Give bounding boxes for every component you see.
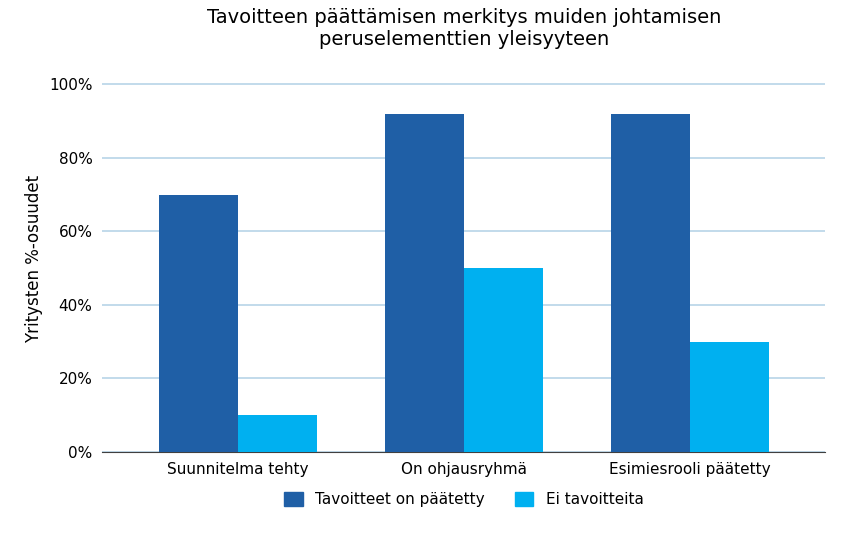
Legend: Tavoitteet on päätetty, Ei tavoitteita: Tavoitteet on päätetty, Ei tavoitteita xyxy=(278,487,649,514)
Bar xyxy=(158,195,237,452)
Bar xyxy=(237,415,317,452)
Y-axis label: Yritysten %-osuudet: Yritysten %-osuudet xyxy=(26,175,43,343)
Bar xyxy=(464,268,543,452)
Bar xyxy=(385,114,464,452)
Title: Tavoitteen päättämisen merkitys muiden johtamisen
peruselementtien yleisyyteen: Tavoitteen päättämisen merkitys muiden j… xyxy=(207,8,721,49)
Bar xyxy=(611,114,690,452)
Bar xyxy=(690,342,769,452)
